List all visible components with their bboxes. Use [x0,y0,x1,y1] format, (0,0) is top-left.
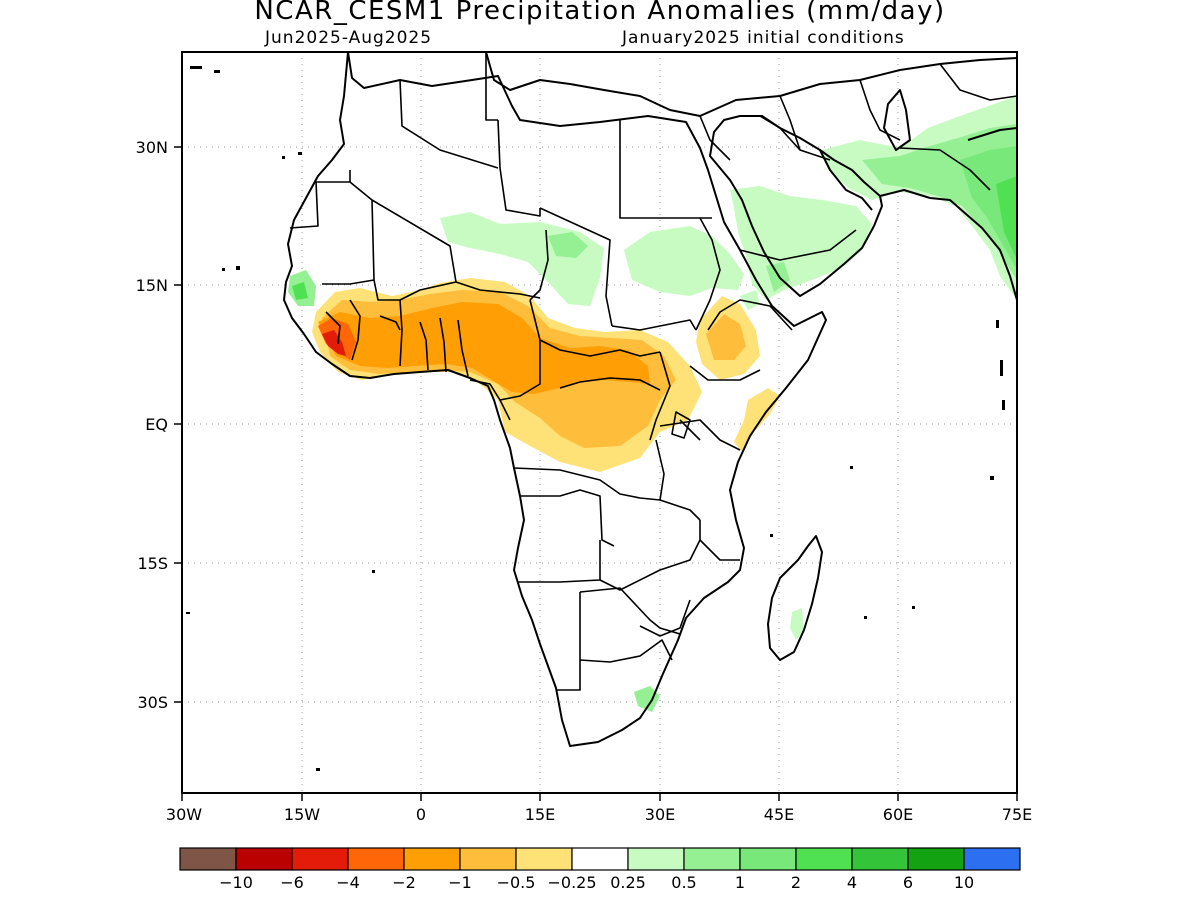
colorbar-label: 6 [903,873,913,892]
colorbar-swatch [683,847,741,871]
x-tick-label: 60E [883,805,913,824]
colorbar-label: 2 [791,873,801,892]
x-tick-label: 75E [1002,805,1032,824]
colorbar-swatch [459,847,517,871]
wet-west-coast-core [292,282,308,300]
x-tick-label: 45E [764,805,794,824]
colorbar-swatch [739,847,797,871]
colorbar-label: −4 [336,873,360,892]
x-tick-label: 30W [166,805,202,824]
y-tick-label: 15S [137,554,168,573]
wet-india-core [960,146,1017,270]
colorbar-swatch [235,847,293,871]
colorbar-label: −0.5 [497,873,536,892]
x-tick-label: 15E [525,805,555,824]
colorbar-label: −6 [280,873,304,892]
colorbar-swatch [907,847,965,871]
small-islands [186,66,1005,771]
colorbar-label: 0.5 [671,873,696,892]
y-tick-label: 15N [136,276,168,295]
colorbar-label: 4 [847,873,857,892]
colorbar-swatch [795,847,853,871]
colorbar-labels: −10 −6 −4 −2 −1 −0.5 −0.25 0.25 0.5 1 2 4 6 10 [219,873,974,892]
asia-coastline [879,189,1017,301]
madagascar-coastline [767,535,823,661]
initial-conditions: January2025 initial conditions [622,28,905,48]
dry-ethiopia-core [706,314,746,360]
y-tick-label: EQ [145,415,168,434]
red-sea-arabia-coastline [709,115,883,297]
caspian-coast [883,89,911,151]
mediterranean-coast-north [485,52,1017,117]
colorbar-swatch [571,847,629,871]
arabia-gulf-islands [967,127,1017,141]
y-tick-label: 30N [136,138,168,157]
colorbar-swatch [627,847,685,871]
forecast-period: Jun2025-Aug2025 [265,28,433,48]
colorbar [179,847,1021,871]
chart-title: NCAR_CESM1 Precipitation Anomalies (mm/d… [254,0,946,26]
colorbar-label: 0.25 [610,873,646,892]
colorbar-swatch [515,847,573,871]
colorbar-label: −10 [219,873,253,892]
dry-kenya [734,388,780,452]
colorbar-swatch [963,847,1021,871]
colorbar-label: −2 [392,873,416,892]
colorbar-label: −1 [448,873,472,892]
y-axis-labels: 30N 15N EQ 15S 30S [136,138,168,712]
x-tick-label: 15W [284,805,320,824]
wet-sahara-core [548,232,588,258]
colorbar-label: 10 [954,873,974,892]
country-borders [289,52,1017,691]
dry-uganda [672,388,696,418]
anomaly-shading [288,96,1017,712]
colorbar-swatch [179,847,237,871]
colorbar-label: −0.25 [547,873,596,892]
wet-somalia [740,290,760,310]
colorbar-label: 1 [735,873,745,892]
wet-india-strong [996,176,1017,260]
colorbar-swatch [403,847,461,871]
wet-south-africa [634,686,660,712]
dry-anomaly-extreme [322,330,346,356]
x-tick-label: 30E [645,805,675,824]
wet-sudan [624,226,744,296]
wet-arabia-core [766,262,790,292]
wet-arabia [730,186,872,300]
colorbar-swatch [347,847,405,871]
y-tick-label: 30S [137,693,168,712]
colorbar-swatch [851,847,909,871]
persian-gulf-coast [819,149,873,211]
tick-marks [174,146,1018,801]
africa-coastline [283,52,827,747]
map-frame [181,51,1018,794]
colorbar-swatch [291,847,349,871]
x-axis-labels: 30W 15W 0 15E 30E 45E 60E 75E [166,805,1032,824]
x-tick-label: 0 [416,805,426,824]
wet-madagascar [790,608,804,640]
